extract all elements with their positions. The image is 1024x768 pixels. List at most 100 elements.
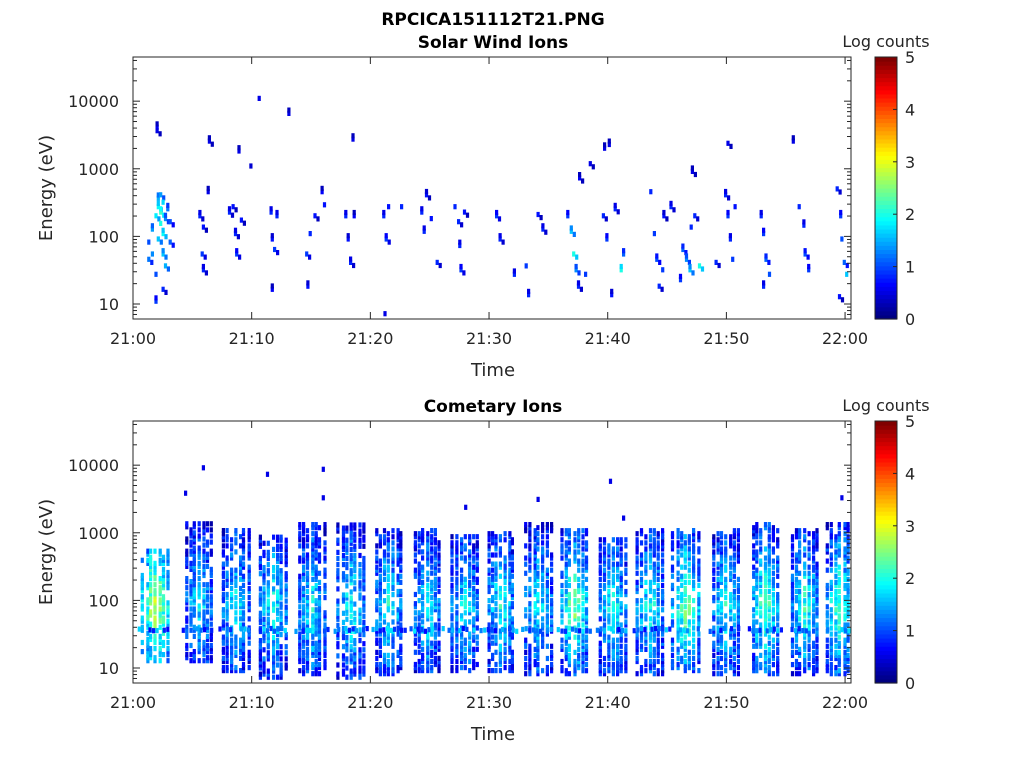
spectrogram-cell [396,592,400,598]
spectrogram-cell [639,619,644,625]
spectrogram-cell [560,543,564,549]
spectrogram-cell [353,647,357,653]
spectrogram-cell [230,546,234,552]
colorbar-step [875,658,897,664]
spectrogram-cell [396,613,400,619]
spectrogram-cell [602,549,607,555]
spectrogram-cell [498,652,502,658]
spectrogram-cell [577,652,581,658]
spectrogram-cell [262,598,266,604]
spectrogram-cell [349,659,353,665]
spectrogram-cell [712,616,716,622]
spectrogram-cell [358,540,362,546]
spectrogram-cell [790,613,795,619]
spectrogram-cell [533,622,537,628]
spectrogram-cell [670,540,675,546]
spectrogram-cell [545,671,549,677]
spectrogram-cell [375,662,379,668]
spectrogram-cell [305,558,310,564]
spectrogram-cell [661,640,665,646]
spectrogram-cell [503,655,507,661]
spectrogram-cell [776,622,780,628]
spectrogram-cell [840,495,844,501]
spectrogram-cell [697,595,701,601]
spectrogram-cell [729,646,733,652]
spectrogram-cell [317,543,322,549]
spectrogram-cell [619,604,623,610]
spectrogram-cell [807,637,811,643]
spectrogram-cell [365,626,369,632]
spectrogram-cell [656,640,660,646]
spectrogram-cell [837,649,841,655]
spectrogram-cell [430,595,434,601]
spectrogram-cell [429,216,433,222]
spectrogram-cell [421,540,425,546]
spectrogram-cell [550,665,554,671]
spectrogram-cell [680,604,684,610]
spectrogram-cell [767,537,771,543]
spectrogram-cell [763,628,768,634]
spectrogram-cell [767,588,771,595]
spectrogram-cell [399,592,403,598]
spectrogram-cell [541,540,545,546]
spectrogram-cell [803,570,807,576]
spectrogram-cell [426,591,430,598]
spectrogram-cell [266,583,270,589]
spectrogram-cell [455,595,459,601]
spectrogram-cell [201,267,205,273]
spectrogram-cell [276,574,280,580]
spectrogram-cell [202,642,206,649]
spectrogram-cell [351,133,355,139]
spectrogram-cell [763,622,768,628]
spectrogram-cell [577,537,581,543]
spectrogram-cell [323,616,327,622]
spectrogram-cell [279,580,283,586]
colorbar-step [875,457,897,463]
spectrogram-cell [399,655,403,662]
spectrogram-cell [146,630,150,636]
spectrogram-cell [528,613,532,619]
spectrogram-cell [845,262,849,269]
spectrogram-cell [616,573,620,579]
spectrogram-cell [341,653,346,659]
spectrogram-cell [676,610,680,616]
spectrogram-cell [661,534,665,540]
spectrogram-cell [166,266,170,272]
spectrogram-cell [241,543,246,549]
spectrogram-cell [611,671,615,677]
spectrogram-cell [305,598,310,604]
spectrogram-cell [676,588,680,595]
spectrogram-cell [153,548,157,554]
spectrogram-cell [349,522,353,528]
spectrogram-cell [336,537,340,543]
spectrogram-cell [362,613,366,619]
spectrogram-cell [272,601,276,607]
spectrogram-cell [349,580,353,586]
spectrogram-cell [498,631,502,637]
spectrogram-cell [358,638,362,644]
spectrogram-cell [225,528,229,534]
spectrogram-cell [524,665,528,671]
spectrogram-cell [336,632,340,638]
spectrogram-cell [577,567,581,573]
spectrogram-cell [392,626,397,632]
spectrogram-cell [421,619,425,625]
spectrogram-cell [491,531,495,537]
spectrogram-cell [639,531,644,537]
spectrogram-cell [708,628,712,634]
colorbar-tick-label: 1 [905,258,915,277]
spectrogram-cell [732,665,736,671]
spectrogram-cell [577,665,581,671]
spectrogram-cell [508,561,512,567]
spectrogram-cell [724,662,728,668]
spectrogram-cell [382,534,387,540]
spectrogram-cell [386,558,390,564]
spectrogram-cell [732,528,736,534]
spectrogram-cell [317,631,322,637]
y-tick-label: 100 [88,227,119,246]
spectrogram-cell [491,552,495,558]
spectrogram-cell [161,248,165,254]
spectrogram-cell [284,665,288,671]
spectrogram-cell [656,622,660,628]
spectrogram-cell [573,662,577,668]
